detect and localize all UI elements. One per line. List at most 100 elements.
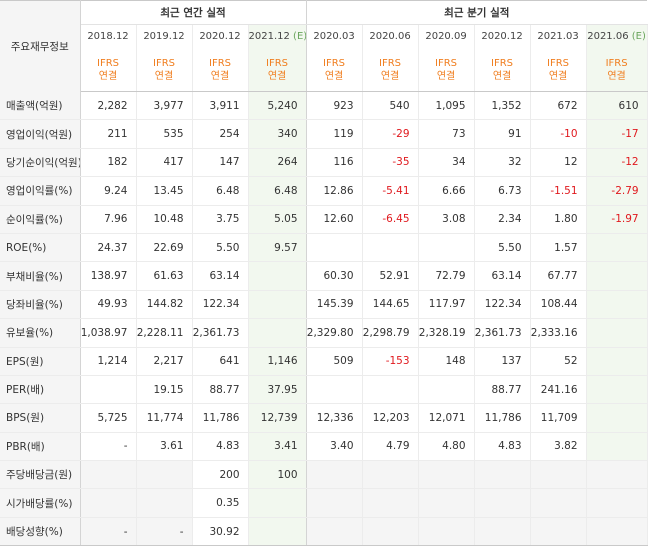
value-cell: 4.79 xyxy=(362,432,419,462)
value-cell: 200 xyxy=(192,460,249,490)
value-cell: 2,282 xyxy=(80,91,137,121)
period-header: 2020.12 xyxy=(192,24,249,49)
value-cell xyxy=(306,488,363,518)
value-cell: 6.48 xyxy=(248,176,307,206)
ifrs-label: IFRS xyxy=(323,57,346,69)
ifrs-consolidated-badge: IFRS 연결 xyxy=(192,48,249,92)
table-row: 당좌비율(%) 49.93 144.82 122.34 145.39 144.65 117.… xyxy=(0,290,648,320)
value-cell: 5.05 xyxy=(248,205,307,234)
quarterly-group-header: 최근 분기 실적 xyxy=(306,0,648,25)
value-cell xyxy=(362,460,419,490)
period-label: 2019.12 xyxy=(143,31,185,43)
value-cell: 2,328.19 xyxy=(418,318,475,348)
ifrs-consolidated-badge: IFRS 연결 xyxy=(248,48,307,92)
value-cell xyxy=(586,233,648,263)
value-cell: 6.66 xyxy=(418,176,475,206)
value-cell: 19.15 xyxy=(136,375,193,405)
value-cell: 12,739 xyxy=(248,403,307,433)
table-row: PBR(배) -3.61 4.83 3.41 3.40 4.79 4.80 4.83 3.82 xyxy=(0,432,648,462)
value-cell: 5.50 xyxy=(474,233,531,263)
consolidated-label: 연결 xyxy=(380,70,400,82)
table-row: 주당배당금(원) 200 100 xyxy=(0,460,648,490)
value-cell: 254 xyxy=(192,119,249,149)
ifrs-consolidated-badge: IFRS 연결 xyxy=(306,48,363,92)
row-label: BPS(원) xyxy=(0,403,81,433)
value-cell xyxy=(586,261,648,291)
value-cell xyxy=(418,460,475,490)
period-label: 2020.03 xyxy=(313,31,355,43)
value-cell: 117.97 xyxy=(418,290,475,320)
row-label: 당좌비율(%) xyxy=(0,290,81,320)
value-cell: 2,228.11 xyxy=(136,318,193,348)
value-cell xyxy=(418,233,475,263)
value-cell xyxy=(136,488,193,518)
value-cell xyxy=(306,517,363,546)
ifrs-consolidated-badge: IFRS 연결 xyxy=(530,48,587,92)
table-row: 영업이익률(%) 9.24 13.45 6.48 6.48 12.86 -5.41 6.66 6… xyxy=(0,176,648,206)
value-cell xyxy=(136,460,193,490)
value-cell: 22.69 xyxy=(136,233,193,263)
value-cell: 11,786 xyxy=(192,403,249,433)
consolidated-label: 연결 xyxy=(436,70,456,82)
row-label: EPS(원) xyxy=(0,346,81,376)
consolidated-label: 연결 xyxy=(548,70,568,82)
value-cell: 2,361.73 xyxy=(474,318,531,348)
value-cell: 63.14 xyxy=(192,261,249,291)
value-cell xyxy=(248,517,307,546)
row-label: 배당성향(%) xyxy=(0,517,81,546)
value-cell: 88.77 xyxy=(474,375,531,405)
row-label: 매출액(억원) xyxy=(0,91,81,121)
corner-label: 주요재무정보 xyxy=(0,0,81,92)
table-row: 배당성향(%) - -30.92 xyxy=(0,517,648,546)
period-header: 2020.12 xyxy=(474,24,531,49)
row-label: PBR(배) xyxy=(0,432,81,462)
value-cell: 91 xyxy=(474,119,531,149)
period-label: 2021.12 xyxy=(248,31,290,43)
ifrs-label: IFRS xyxy=(605,57,628,69)
value-cell: 11,774 xyxy=(136,403,193,433)
value-cell: 122.34 xyxy=(474,290,531,320)
consolidated-label: 연결 xyxy=(492,70,512,82)
value-cell: 3,977 xyxy=(136,91,193,121)
value-cell: 610 xyxy=(586,91,648,121)
value-cell: 1,352 xyxy=(474,91,531,121)
value-cell: 4.83 xyxy=(192,432,249,462)
value-cell xyxy=(362,233,419,263)
row-label: 당기순이익(억원) xyxy=(0,148,81,178)
value-cell xyxy=(586,460,648,490)
ifrs-header-row: IFRS 연결 IFRS 연결 IFRS 연결 IFRS 연결 IFRS 연결 IFRS 연결 IFRS… xyxy=(0,48,648,92)
ifrs-label: IFRS xyxy=(97,57,119,69)
value-cell: 116 xyxy=(306,148,363,178)
value-cell xyxy=(530,460,587,490)
table-row: 당기순이익(억원) 182 417 147 264 116 -35 34 32 12 -12 xyxy=(0,148,648,178)
value-cell: 641 xyxy=(192,346,249,376)
row-label: 주당배당금(원) xyxy=(0,460,81,490)
period-label: 2021.03 xyxy=(537,31,579,43)
value-cell: 108.44 xyxy=(530,290,587,320)
table-row: EPS(원) 1,214 2,217 641 1,146 509 -153 148 137 52 xyxy=(0,346,648,376)
value-cell: 7.96 xyxy=(80,205,137,234)
value-cell xyxy=(362,488,419,518)
row-label: 부채비율(%) xyxy=(0,261,81,291)
ifrs-label: IFRS xyxy=(547,57,570,69)
row-label: PER(배) xyxy=(0,375,81,405)
value-cell xyxy=(418,488,475,518)
value-cell xyxy=(530,517,587,546)
value-cell: 144.65 xyxy=(362,290,419,320)
value-cell: 60.30 xyxy=(306,261,363,291)
value-cell: 88.77 xyxy=(192,375,249,405)
value-cell xyxy=(586,290,648,320)
value-cell xyxy=(362,375,419,405)
table-row: 부채비율(%) 138.97 61.63 63.14 60.30 52.91 72.79 63… xyxy=(0,261,648,291)
value-cell: 119 xyxy=(306,119,363,149)
period-label: 2020.09 xyxy=(425,31,467,43)
value-cell xyxy=(474,488,531,518)
consolidated-label: 연결 xyxy=(267,70,287,82)
value-cell: 3.40 xyxy=(306,432,363,462)
period-label: 2018.12 xyxy=(87,31,129,43)
value-cell: -29 xyxy=(362,119,419,149)
value-cell xyxy=(80,375,137,405)
value-cell: 61.63 xyxy=(136,261,193,291)
value-cell: 52 xyxy=(530,346,587,376)
